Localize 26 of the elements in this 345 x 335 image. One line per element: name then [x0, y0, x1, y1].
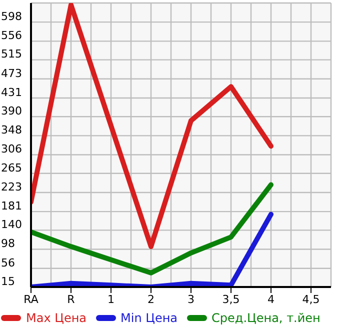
legend-label: Max Цена: [25, 311, 87, 325]
y-tick-label: 223: [1, 180, 22, 194]
y-tick-label: 431: [1, 86, 22, 99]
y-tick-label: 598: [1, 10, 22, 23]
x-tick-label: 4,5: [302, 292, 320, 306]
y-tick-label: 181: [1, 199, 22, 212]
x-tick-label: 1: [108, 292, 114, 306]
x-tick-label: 3: [188, 292, 194, 306]
y-tick-label: 306: [1, 142, 22, 156]
legend-label: Min Цена: [120, 311, 178, 325]
y-tick-label: 556: [1, 29, 22, 42]
x-tick-label: RA: [24, 292, 39, 306]
x-tick-label: R: [67, 292, 76, 306]
y-tick-label: 56: [1, 256, 15, 270]
x-tick-label: 3,5: [222, 292, 240, 306]
x-tick-label: 2: [148, 292, 154, 306]
y-tick-label: 515: [1, 48, 22, 61]
y-tick-label: 473: [1, 66, 22, 80]
y-tick-label: 390: [1, 104, 22, 118]
y-tick-label: 140: [1, 218, 22, 232]
x-tick-label: 4: [268, 292, 274, 306]
legend-label: Сред.Цена, т.йен: [210, 311, 320, 325]
y-tick-label: 98: [1, 237, 15, 250]
y-tick-label: 265: [1, 161, 22, 174]
y-tick-label: 15: [1, 274, 15, 288]
y-tick-label: 348: [1, 124, 22, 137]
